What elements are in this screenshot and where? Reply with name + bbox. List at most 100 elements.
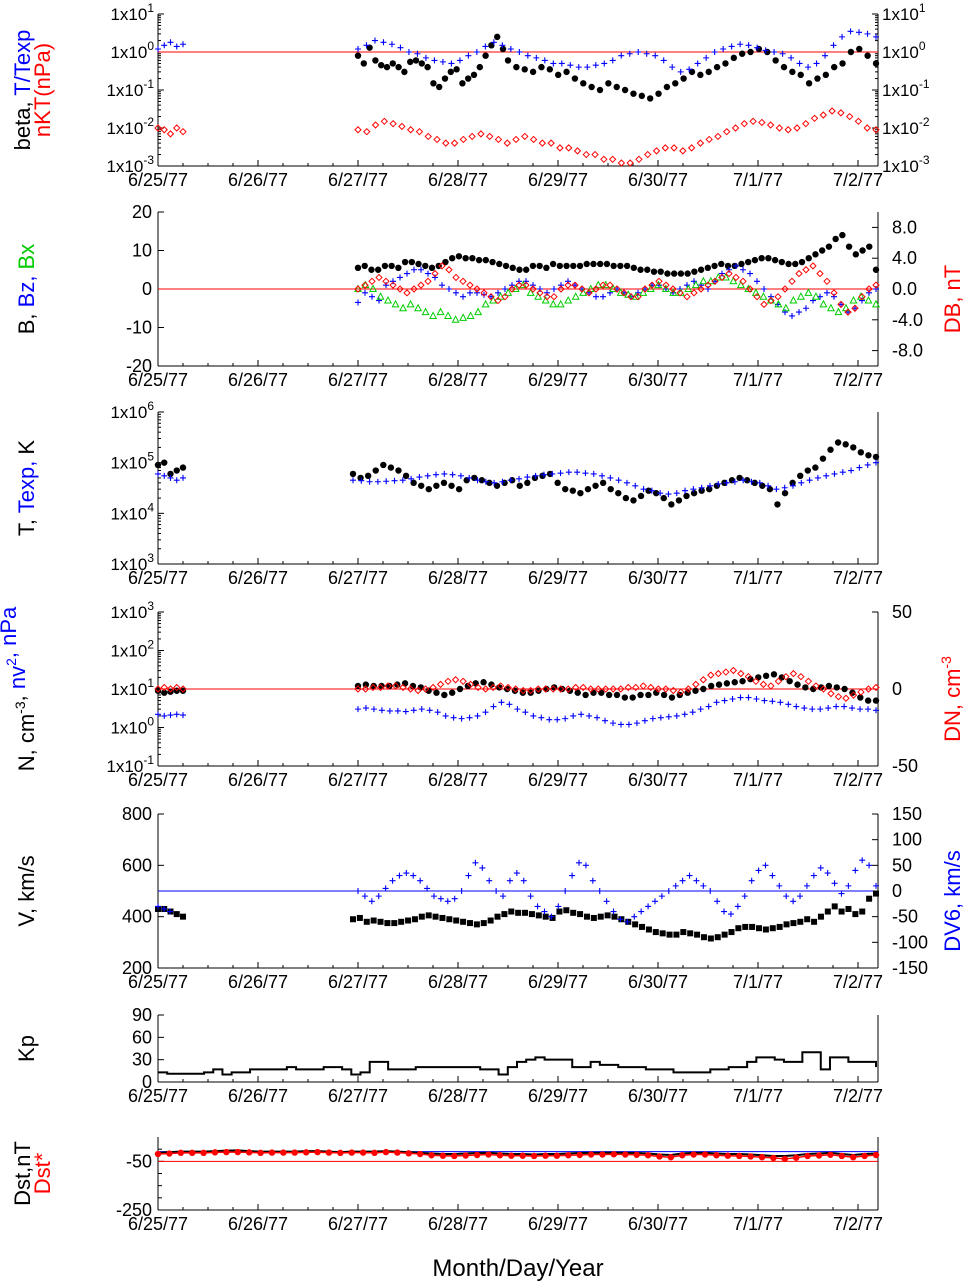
data-point — [408, 258, 416, 266]
data-point — [465, 75, 472, 82]
data-point — [585, 289, 593, 297]
data-point — [513, 63, 520, 71]
data-point — [692, 680, 700, 689]
data-point — [737, 669, 745, 678]
data-point — [852, 867, 859, 874]
data-point — [371, 1149, 378, 1157]
data-point — [173, 124, 181, 132]
x-tick-label: 7/2/77 — [833, 1086, 883, 1106]
data-point — [583, 260, 590, 268]
data-point — [817, 706, 824, 713]
data-point — [736, 280, 745, 289]
data-point — [567, 62, 574, 69]
data-point — [375, 273, 383, 282]
data-point — [535, 687, 542, 694]
x-tick-label: 6/29/77 — [528, 170, 588, 190]
data-point — [391, 920, 398, 927]
data-point — [652, 489, 660, 497]
x-tick-label: 6/30/77 — [628, 370, 688, 390]
data-point — [442, 258, 449, 266]
data-point — [537, 286, 543, 292]
data-point — [436, 307, 445, 316]
data-point — [411, 266, 417, 273]
data-point — [433, 135, 441, 144]
data-point — [448, 60, 455, 67]
x-tick-label: 6/27/77 — [328, 1086, 388, 1106]
data-point — [564, 281, 572, 289]
data-point — [644, 266, 651, 273]
data-point — [458, 888, 465, 894]
data-point — [507, 477, 514, 484]
data-point — [711, 277, 719, 286]
data-point — [731, 124, 740, 132]
x-tick-label: 6/25/77 — [128, 568, 188, 588]
data-point — [442, 139, 450, 147]
data-point — [473, 285, 481, 293]
data-point — [161, 472, 168, 479]
data-point — [797, 918, 804, 925]
data-point — [458, 715, 465, 722]
data-point — [399, 477, 406, 484]
y-axis-label: Dst,nT — [10, 1141, 35, 1206]
data-point — [173, 43, 180, 50]
x-axis-label: Month/Day/Year — [432, 1255, 603, 1282]
data-point — [421, 685, 430, 693]
data-point — [600, 155, 608, 164]
data-point — [873, 286, 879, 292]
data-point — [872, 683, 880, 692]
data-point — [839, 60, 846, 67]
data-point — [534, 685, 542, 693]
data-point — [549, 299, 558, 308]
data-point — [694, 60, 701, 67]
data-point — [496, 260, 503, 268]
data-point — [569, 872, 576, 879]
data-point — [506, 877, 513, 884]
x-tick-label: 6/30/77 — [628, 170, 688, 190]
data-point — [819, 299, 828, 308]
data-point — [357, 474, 364, 482]
data-point — [720, 45, 727, 52]
x-tick-label: 6/27/77 — [328, 770, 388, 790]
data-point — [679, 147, 687, 155]
data-point — [693, 877, 700, 884]
y-tick-label: 60 — [132, 1027, 152, 1047]
data-point — [680, 75, 687, 82]
data-point — [481, 291, 487, 298]
data-point — [424, 132, 432, 141]
data-point — [605, 80, 612, 87]
data-point — [558, 282, 564, 289]
data-point — [641, 285, 649, 293]
y-tick-label: 1x101 — [110, 676, 154, 699]
data-point — [782, 672, 790, 681]
data-point — [863, 124, 871, 132]
y-axis-label-right: DN, cm-3 — [938, 656, 965, 742]
data-point — [803, 882, 810, 889]
data-point — [578, 711, 585, 718]
data-point — [816, 269, 824, 278]
data-point — [211, 1149, 219, 1156]
data-point — [179, 127, 187, 136]
y-tick-label: 200 — [122, 958, 152, 978]
data-point — [796, 292, 805, 300]
data-point — [494, 913, 501, 920]
y-tick-label: 1x104 — [110, 500, 154, 523]
data-point — [872, 266, 880, 273]
data-point — [362, 681, 370, 688]
data-point — [558, 60, 565, 67]
data-point — [609, 57, 616, 64]
data-point — [469, 255, 476, 262]
data-point — [494, 135, 503, 144]
data-point — [556, 908, 563, 915]
data-point — [806, 477, 813, 484]
data-point — [378, 61, 385, 69]
data-point — [361, 262, 368, 270]
x-tick-label: 6/29/77 — [528, 1214, 588, 1234]
data-point — [516, 475, 523, 482]
data-point — [582, 150, 590, 159]
data-point — [245, 1149, 253, 1156]
data-point — [395, 467, 402, 474]
data-point — [410, 707, 417, 714]
data-point — [470, 71, 478, 79]
data-point — [384, 920, 391, 927]
data-point — [859, 908, 866, 915]
